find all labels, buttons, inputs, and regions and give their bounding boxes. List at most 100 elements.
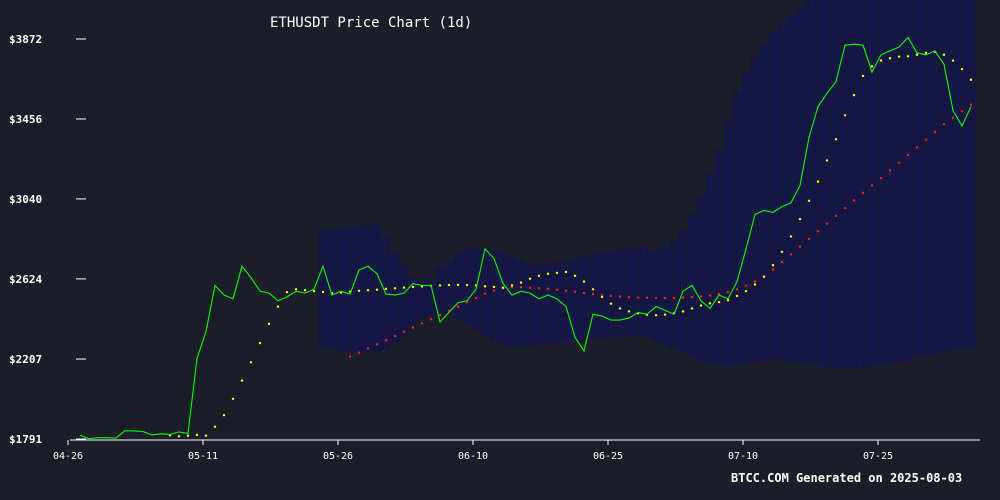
ma20-point [798, 217, 802, 221]
ma20-point [960, 67, 964, 71]
ma20-point [942, 53, 946, 56]
ma50-point [636, 296, 640, 299]
ma20-series [168, 50, 973, 438]
ma20-point [510, 284, 514, 287]
ma20-point [231, 397, 235, 401]
ma20-point [186, 434, 190, 437]
bollinger-bands [319, 0, 975, 369]
ma20-point [708, 302, 712, 305]
ma20-point [483, 285, 487, 288]
ma50-point [753, 280, 757, 283]
ma20-point [204, 434, 208, 437]
ma20-point [438, 284, 442, 287]
ma20-point [762, 275, 766, 278]
ma20-point [924, 51, 928, 55]
ma50-point [456, 305, 460, 308]
y-tick-label: $3040 [9, 193, 42, 206]
ma20-point [618, 307, 622, 310]
ma50-point [438, 313, 442, 317]
ma50-point [573, 290, 577, 293]
ma20-point [852, 93, 856, 97]
ma50-point [672, 296, 676, 300]
ma20-point [312, 289, 316, 293]
ma50-point [708, 294, 712, 297]
ma50-point [411, 326, 415, 329]
ma20-point [807, 199, 811, 203]
x-tick-label: 05-26 [323, 451, 353, 462]
ma50-point [951, 116, 955, 120]
ma20-point [735, 294, 739, 298]
ma20-point [897, 55, 901, 58]
ma20-point [969, 78, 973, 81]
ma20-point [447, 283, 451, 287]
ma50-point [816, 230, 820, 233]
ma50-point [420, 322, 424, 325]
ma50-point [375, 343, 379, 346]
ma50-point [366, 347, 370, 350]
ma50-point [789, 253, 793, 256]
ma20-point [825, 159, 829, 162]
ma20-point [357, 289, 361, 293]
ma50-point [645, 296, 649, 299]
ma50-point [465, 301, 469, 304]
ma20-point [321, 290, 325, 294]
ma50-point [564, 289, 568, 292]
ma50-point [483, 292, 487, 295]
ma50-point [870, 184, 874, 187]
ma50-point [852, 199, 856, 202]
ma20-point [240, 379, 244, 382]
ma20-point [456, 283, 460, 287]
ma50-point [735, 288, 739, 291]
ma50-point [492, 289, 496, 292]
ma20-point [195, 433, 199, 437]
ma50-point [528, 286, 532, 289]
ma20-point [681, 310, 685, 313]
ma50-point [771, 268, 775, 271]
ma20-point [951, 59, 955, 62]
ma20-point [294, 288, 298, 291]
ma50-point [555, 288, 559, 291]
ma20-point [465, 283, 469, 287]
ma20-point [915, 53, 919, 56]
ma50-point [969, 103, 973, 106]
ma50-point [582, 291, 586, 295]
ma20-point [843, 114, 847, 117]
ma20-point [627, 310, 631, 313]
ma50-point [609, 294, 613, 297]
ma50-point [825, 222, 829, 225]
ma50-point [591, 292, 595, 296]
ma50-point [960, 110, 964, 113]
ma20-point [258, 341, 262, 345]
y-tick-label: $1791 [9, 433, 42, 446]
ma50-point [654, 296, 658, 300]
x-tick-label: 07-25 [863, 451, 893, 462]
chart-axes: $3872 $3456 $3040 $2624 $2207 $1791 04-26 05-11… [9, 33, 980, 462]
ma20-point [591, 288, 595, 291]
ma20-point [699, 304, 703, 307]
ma20-point [285, 290, 289, 294]
ma50-point [744, 284, 748, 288]
ma50-point [429, 318, 433, 321]
ma20-point [249, 361, 253, 364]
ma20-point [276, 305, 280, 308]
ma50-point [690, 295, 694, 299]
ma50-point [888, 169, 892, 172]
y-tick-label: $2207 [9, 353, 42, 366]
ma20-point [888, 57, 892, 60]
ma50-point [474, 296, 478, 300]
ma50-point [843, 206, 847, 210]
ma50-point [933, 130, 937, 134]
ma50-point [834, 214, 838, 218]
ma50-point [618, 295, 622, 298]
x-tick-label: 06-25 [593, 451, 623, 462]
ma50-point [798, 245, 802, 248]
ma50-point [384, 339, 388, 342]
ma20-point [834, 138, 838, 141]
ma20-point [717, 300, 721, 304]
x-tick-label: 05-11 [188, 451, 218, 462]
ma20-point [726, 299, 730, 302]
ma50-point [681, 296, 685, 299]
ma20-point [366, 289, 370, 292]
ma20-point [789, 235, 793, 238]
